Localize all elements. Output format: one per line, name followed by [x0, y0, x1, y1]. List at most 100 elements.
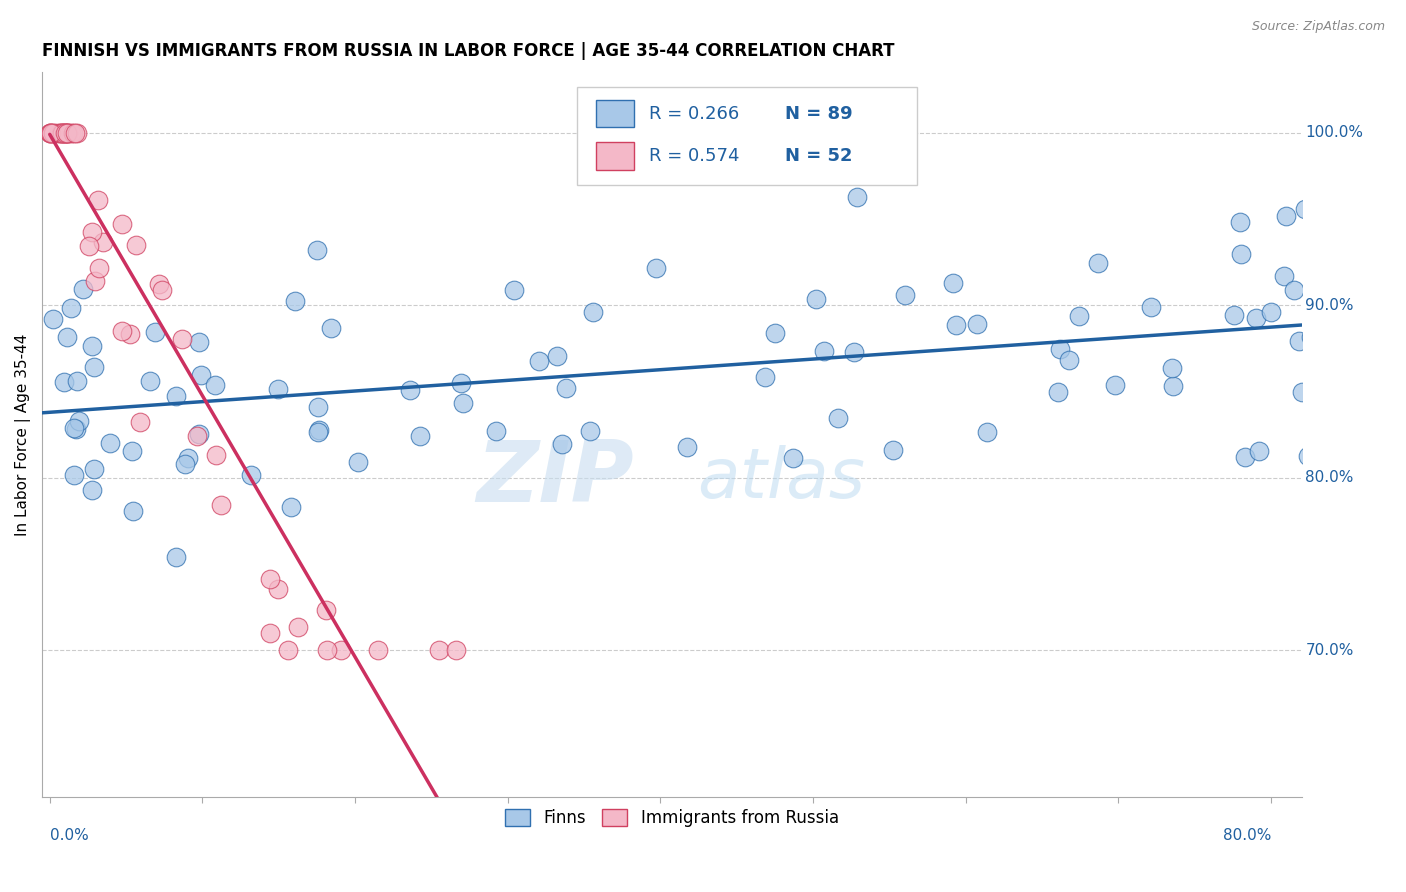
Point — [550, 436, 572, 450]
Point — [139, 374, 162, 388]
Point — [111, 324, 134, 338]
FancyBboxPatch shape — [578, 87, 918, 185]
Point — [165, 389, 187, 403]
Point — [1288, 334, 1310, 348]
Point — [120, 326, 142, 341]
Point — [82, 483, 104, 497]
Point — [188, 335, 211, 350]
Point — [315, 643, 337, 657]
Point — [446, 643, 468, 657]
Point — [945, 318, 967, 332]
Text: ZIP: ZIP — [477, 436, 634, 520]
Point — [267, 382, 290, 396]
Point — [427, 643, 450, 657]
Text: Source: ZipAtlas.com: Source: ZipAtlas.com — [1251, 20, 1385, 33]
Point — [186, 429, 208, 443]
Point — [1233, 450, 1256, 464]
Point — [98, 436, 121, 450]
Point — [51, 126, 73, 140]
Point — [67, 414, 90, 428]
Point — [527, 354, 550, 368]
Text: 90.0%: 90.0% — [1305, 298, 1354, 313]
Point — [188, 426, 211, 441]
Point — [83, 360, 105, 375]
Point — [49, 126, 72, 140]
Point — [82, 225, 104, 239]
Text: atlas: atlas — [697, 444, 865, 512]
Point — [48, 126, 70, 140]
Point — [367, 643, 389, 657]
Point — [56, 126, 79, 140]
Legend: Finns, Immigrants from Russia: Finns, Immigrants from Russia — [496, 801, 848, 836]
Point — [1161, 361, 1184, 376]
Point — [1057, 353, 1080, 368]
Point — [41, 126, 63, 140]
Text: R = 0.574: R = 0.574 — [650, 147, 740, 165]
Point — [83, 274, 105, 288]
Point — [259, 572, 281, 586]
Point — [782, 451, 804, 466]
Text: 0.0%: 0.0% — [49, 828, 89, 843]
Point — [111, 217, 134, 231]
Point — [56, 330, 79, 344]
Point — [330, 643, 353, 657]
Point — [307, 425, 329, 439]
Point — [122, 503, 145, 517]
Point — [1161, 379, 1184, 393]
Point — [62, 126, 84, 140]
Point — [315, 603, 337, 617]
Point — [450, 376, 472, 391]
Point — [165, 549, 187, 564]
Point — [1069, 310, 1091, 324]
Point — [44, 126, 66, 140]
Point — [174, 457, 197, 471]
Point — [152, 283, 174, 297]
Text: 80.0%: 80.0% — [1305, 470, 1354, 485]
Point — [51, 126, 73, 140]
Point — [53, 126, 76, 140]
Point — [399, 383, 422, 397]
Point — [1087, 256, 1109, 270]
Point — [844, 344, 866, 359]
Point — [39, 126, 62, 140]
Text: R = 0.266: R = 0.266 — [650, 104, 740, 123]
Point — [91, 235, 114, 250]
Point — [59, 301, 82, 315]
Point — [1296, 450, 1319, 464]
Point — [65, 374, 87, 388]
FancyBboxPatch shape — [596, 142, 634, 169]
Point — [55, 126, 77, 140]
Point — [60, 126, 83, 140]
Point — [52, 126, 75, 140]
Point — [87, 193, 110, 207]
Point — [125, 238, 148, 252]
Text: 80.0%: 80.0% — [1223, 828, 1271, 843]
Point — [89, 260, 111, 275]
Point — [49, 126, 72, 140]
Text: N = 89: N = 89 — [785, 104, 853, 123]
Text: 100.0%: 100.0% — [1305, 125, 1364, 140]
Point — [1291, 385, 1313, 400]
Point — [63, 126, 86, 140]
Y-axis label: In Labor Force | Age 35-44: In Labor Force | Age 35-44 — [15, 334, 31, 536]
Point — [72, 282, 94, 296]
Point — [39, 126, 62, 140]
Point — [754, 369, 776, 384]
Point — [645, 260, 668, 275]
Point — [409, 429, 432, 443]
Point — [53, 126, 76, 140]
Point — [308, 423, 330, 437]
Point — [1272, 269, 1295, 284]
Text: 70.0%: 70.0% — [1305, 643, 1354, 657]
Point — [143, 325, 166, 339]
Point — [319, 320, 342, 334]
Point — [579, 424, 602, 438]
Point — [56, 126, 79, 140]
Point — [280, 500, 302, 514]
Point — [1049, 342, 1071, 356]
Point — [77, 239, 100, 253]
FancyBboxPatch shape — [596, 100, 634, 128]
Point — [1275, 209, 1298, 223]
Point — [287, 620, 309, 634]
Point — [65, 126, 87, 140]
